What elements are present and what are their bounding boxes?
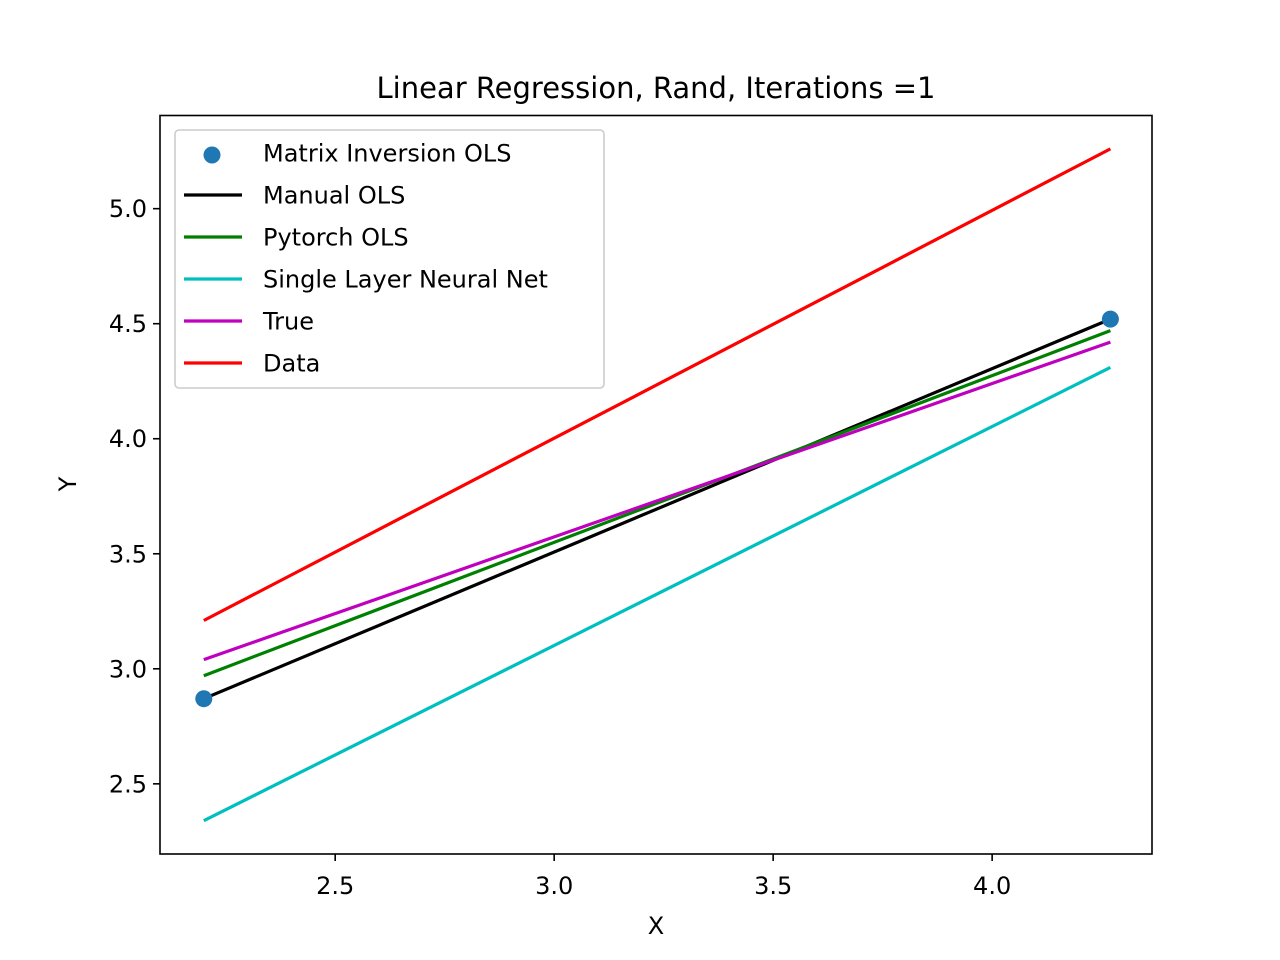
y-axis-label: Y: [54, 476, 82, 492]
y-tick-label: 4.0: [109, 425, 147, 453]
y-tick-label: 5.0: [109, 195, 147, 223]
x-tick-label: 3.5: [754, 872, 792, 900]
legend-label: Manual OLS: [263, 182, 405, 210]
series-line-single-layer-neural-net: [203, 365, 1112, 823]
scatter-point: [195, 690, 213, 708]
y-tick-label: 3.5: [109, 540, 147, 568]
legend-label: True: [262, 308, 314, 336]
plot-area: [195, 147, 1119, 823]
series-line-true: [203, 340, 1111, 662]
scatter-point: [1101, 310, 1119, 328]
x-tick-label: 4.0: [973, 872, 1011, 900]
y-tick-label: 4.5: [109, 310, 147, 338]
series-line-manual-ols: [203, 317, 1112, 701]
legend: Matrix Inversion OLS Manual OLS Pytorch OL…: [174, 129, 605, 389]
y-tick-label: 3.0: [109, 655, 147, 683]
series-line-data: [203, 147, 1112, 622]
x-axis: 2.5 3.0 3.5 4.0: [316, 854, 1011, 900]
legend-label: Data: [263, 350, 320, 378]
y-tick-label: 2.5: [109, 770, 147, 798]
x-tick-label: 3.0: [535, 872, 573, 900]
legend-box: [174, 129, 605, 389]
y-axis: 2.5 3.0 3.5 4.0 4.5 5.0: [109, 195, 160, 798]
legend-label: Matrix Inversion OLS: [263, 140, 512, 168]
chart-title: Linear Regression, Rand, Iterations =1: [376, 71, 935, 105]
x-tick-label: 2.5: [316, 872, 354, 900]
legend-label: Pytorch OLS: [263, 224, 409, 252]
series-line-pytorch-ols: [203, 329, 1111, 678]
x-axis-label: X: [648, 912, 664, 940]
legend-label: Single Layer Neural Net: [263, 266, 548, 294]
legend-marker: [203, 146, 221, 164]
axes-frame: [159, 114, 1153, 855]
